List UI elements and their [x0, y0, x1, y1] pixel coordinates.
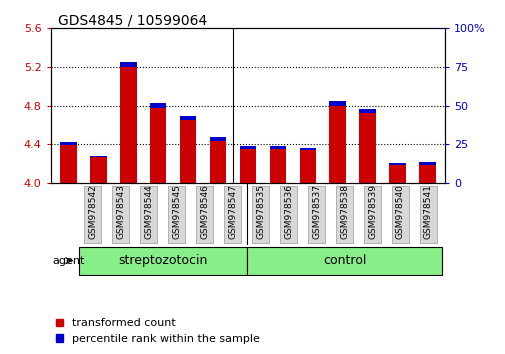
Text: agent: agent — [52, 256, 84, 266]
Bar — [251, 185, 269, 243]
Bar — [363, 185, 380, 243]
Bar — [112, 185, 129, 243]
Bar — [84, 185, 101, 243]
Bar — [359, 109, 375, 113]
Bar — [391, 185, 408, 243]
Bar — [279, 185, 296, 243]
Text: GSM978547: GSM978547 — [228, 184, 236, 239]
Bar — [78, 247, 246, 275]
Bar — [388, 165, 405, 183]
Bar — [210, 137, 226, 141]
Text: GSM978540: GSM978540 — [395, 184, 404, 239]
Bar — [359, 113, 375, 183]
Bar — [210, 141, 226, 183]
Text: GSM978541: GSM978541 — [423, 184, 432, 239]
Bar — [418, 162, 435, 165]
Bar — [149, 108, 166, 183]
Bar — [329, 106, 345, 183]
Bar — [419, 185, 436, 243]
Bar — [60, 145, 77, 183]
Bar — [418, 165, 435, 183]
Bar — [60, 142, 77, 145]
Bar — [388, 163, 405, 165]
Text: GSM978544: GSM978544 — [144, 184, 153, 239]
Bar — [120, 67, 136, 183]
Text: GDS4845 / 10599064: GDS4845 / 10599064 — [59, 13, 208, 27]
Bar — [335, 185, 352, 243]
Bar — [90, 155, 107, 157]
Bar — [246, 247, 441, 275]
Bar — [90, 157, 107, 183]
Bar — [308, 185, 324, 243]
Bar — [168, 185, 185, 243]
Text: GSM978539: GSM978539 — [367, 184, 376, 239]
Bar — [239, 147, 256, 149]
Bar — [180, 120, 196, 183]
Bar — [299, 150, 315, 183]
Text: GSM978536: GSM978536 — [283, 184, 292, 239]
Bar — [195, 185, 213, 243]
Bar — [299, 148, 315, 150]
Legend: transformed count, percentile rank within the sample: transformed count, percentile rank withi… — [51, 314, 264, 348]
Bar — [224, 185, 240, 243]
Bar — [239, 149, 256, 183]
Text: streptozotocin: streptozotocin — [118, 254, 207, 267]
Text: GSM978542: GSM978542 — [88, 184, 97, 239]
Bar — [269, 149, 285, 183]
Text: GSM978538: GSM978538 — [339, 184, 348, 239]
Text: GSM978543: GSM978543 — [116, 184, 125, 239]
Text: GSM978537: GSM978537 — [312, 184, 320, 239]
Bar — [269, 146, 285, 149]
Bar — [140, 185, 157, 243]
Bar — [120, 62, 136, 67]
Bar — [180, 116, 196, 120]
Text: GSM978535: GSM978535 — [256, 184, 265, 239]
Bar — [149, 103, 166, 108]
Text: GSM978546: GSM978546 — [199, 184, 209, 239]
Text: control: control — [322, 254, 366, 267]
Text: GSM978545: GSM978545 — [172, 184, 181, 239]
Bar — [329, 102, 345, 106]
